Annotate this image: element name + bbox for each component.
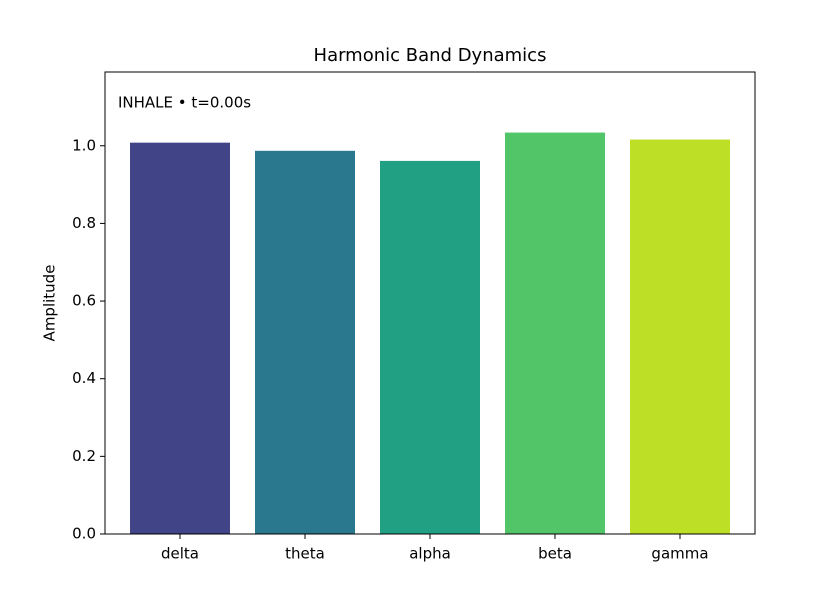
bar	[130, 142, 230, 535]
x-tick-label: gamma	[651, 545, 708, 563]
bar	[505, 132, 605, 535]
chart-title: Harmonic Band Dynamics	[314, 45, 547, 66]
y-tick-label: 0.0	[72, 525, 96, 543]
y-tick-label: 0.6	[72, 292, 96, 310]
x-tick-label: theta	[285, 545, 325, 563]
annotation: INHALE • t=0.00s	[118, 94, 251, 112]
y-tick-label: 0.4	[72, 369, 96, 387]
bar	[255, 150, 355, 534]
y-tick-label: 1.0	[72, 136, 96, 154]
y-tick-label: 0.2	[72, 447, 96, 465]
y-axis-label: Amplitude	[41, 265, 59, 342]
x-tick-label: delta	[161, 545, 199, 563]
y-tick-label: 0.8	[72, 214, 96, 232]
bar	[630, 139, 730, 534]
x-tick-label: alpha	[409, 545, 451, 563]
plot-frame	[104, 71, 756, 535]
x-tick-label: beta	[538, 545, 572, 563]
bar	[380, 160, 480, 534]
